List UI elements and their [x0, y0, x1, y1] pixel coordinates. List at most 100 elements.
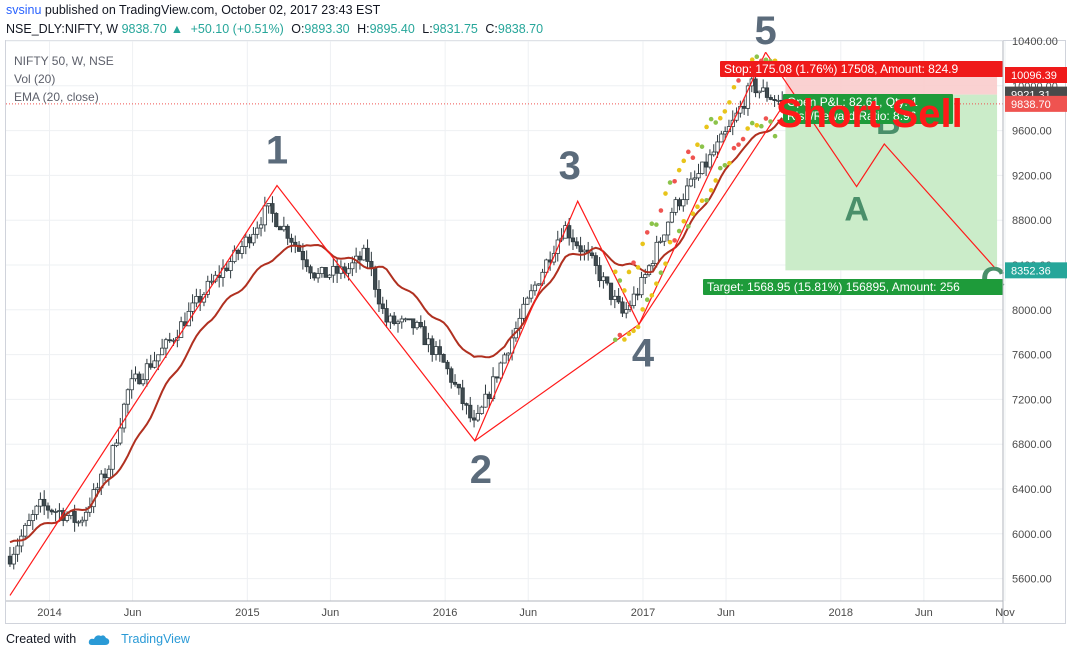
candle-body	[110, 445, 115, 470]
candle-body	[239, 246, 245, 254]
candle-body	[658, 240, 663, 243]
y-tick-label: 10400.00	[1012, 36, 1058, 48]
candle-body	[118, 427, 123, 444]
signal-dot	[717, 165, 723, 171]
candle-body	[80, 519, 85, 523]
y-tick-label: 6000.00	[1012, 529, 1052, 541]
candle-body	[529, 290, 534, 299]
y-tick-label: 8000.00	[1012, 305, 1052, 317]
x-tick-label: Jun	[915, 607, 933, 619]
candle-body	[452, 381, 458, 385]
candle-body	[312, 272, 317, 279]
signal-dot	[626, 269, 632, 275]
candle-body	[635, 293, 640, 296]
candle-body	[262, 205, 267, 226]
signal-dot	[704, 197, 709, 203]
candle-body	[224, 267, 229, 271]
target-label-bg	[703, 279, 1003, 295]
candle-body	[494, 376, 499, 379]
candle-body	[34, 505, 39, 515]
candle-body	[95, 487, 100, 491]
wave-label-5: 5	[754, 9, 776, 53]
price-tag-bg	[1005, 95, 1067, 112]
signal-dot	[749, 120, 755, 126]
signal-dot	[708, 116, 714, 122]
candle-body	[156, 354, 161, 362]
candle-body	[430, 338, 435, 355]
rr-label-bg	[783, 108, 953, 124]
candle-body	[764, 87, 770, 98]
candle-body	[616, 295, 621, 303]
candle-body	[45, 505, 51, 511]
candle-body	[133, 373, 138, 380]
signal-dot	[631, 328, 636, 334]
candle-body	[190, 302, 195, 312]
candle-body	[72, 511, 77, 523]
candle-body	[53, 511, 58, 513]
signal-dot	[736, 78, 741, 83]
candle-body	[350, 262, 355, 270]
candle-body	[422, 326, 427, 346]
candle-body	[11, 553, 16, 565]
signal-dot	[686, 149, 691, 155]
candle-body	[335, 265, 340, 274]
price-tag: 8352.36	[1011, 265, 1051, 277]
candle-body	[296, 244, 302, 252]
candle-body	[662, 234, 667, 242]
y-tick-label: 9200.00	[1012, 170, 1052, 182]
signal-dot	[663, 191, 668, 196]
signal-dot	[708, 187, 714, 193]
signal-dot	[617, 278, 623, 283]
candle-body	[768, 97, 773, 100]
candle-body	[456, 383, 461, 389]
signal-dot	[681, 158, 687, 164]
candle-body	[407, 318, 412, 321]
signal-dot	[658, 270, 664, 276]
signal-dot	[622, 288, 627, 293]
candles	[7, 73, 785, 570]
time-axis[interactable]: 2014 Jun 2015 Jun 2016 Jun 2017 Jun 2018 Jun Nov	[6, 600, 1015, 619]
candle-body	[745, 85, 751, 109]
candle-body	[532, 284, 538, 292]
signal-dot	[699, 144, 705, 149]
footer: Created with TradingView	[6, 632, 190, 646]
ema-path	[9, 117, 783, 544]
candle-body	[437, 346, 442, 355]
tradingview-link[interactable]: TradingView	[121, 632, 190, 646]
candle-body	[121, 403, 127, 429]
signal-dot	[663, 261, 668, 266]
rr-label: Risk/Reward Ratio: 8.96	[787, 109, 917, 123]
candle-body	[141, 379, 146, 385]
candle-body	[707, 154, 713, 168]
candle-body	[38, 498, 43, 507]
signal-dot	[722, 109, 728, 114]
candle-body	[395, 321, 401, 325]
signal-dot	[667, 239, 673, 245]
open-pl-label-bg	[783, 94, 953, 110]
candle-body	[475, 413, 480, 421]
impulse-wave	[9, 51, 767, 596]
candle-body	[258, 224, 264, 229]
candle-body	[83, 511, 89, 521]
candle-body	[163, 339, 169, 349]
signal-dot	[644, 297, 650, 303]
candle-body	[593, 255, 598, 266]
signal-dot	[772, 133, 778, 139]
signal-dot	[644, 230, 650, 235]
candle-body	[441, 354, 446, 363]
candle-body	[365, 247, 370, 262]
candle-body	[247, 236, 252, 244]
candle-body	[445, 361, 450, 370]
open-value: 9893.30	[304, 22, 350, 36]
candle-body	[471, 417, 477, 421]
author-link[interactable]: svsinu	[6, 3, 42, 17]
signal-dot	[731, 84, 737, 90]
signal-dot	[640, 241, 645, 247]
x-tick-label: Nov	[995, 607, 1015, 619]
price-axis[interactable]: 5600.00 6000.00 6400.00 6800.00 7200.00 7600.…	[1002, 36, 1067, 623]
signal-dot	[727, 160, 732, 166]
candle-body	[308, 266, 313, 274]
candle-body	[388, 315, 393, 323]
candle-body	[643, 274, 648, 278]
